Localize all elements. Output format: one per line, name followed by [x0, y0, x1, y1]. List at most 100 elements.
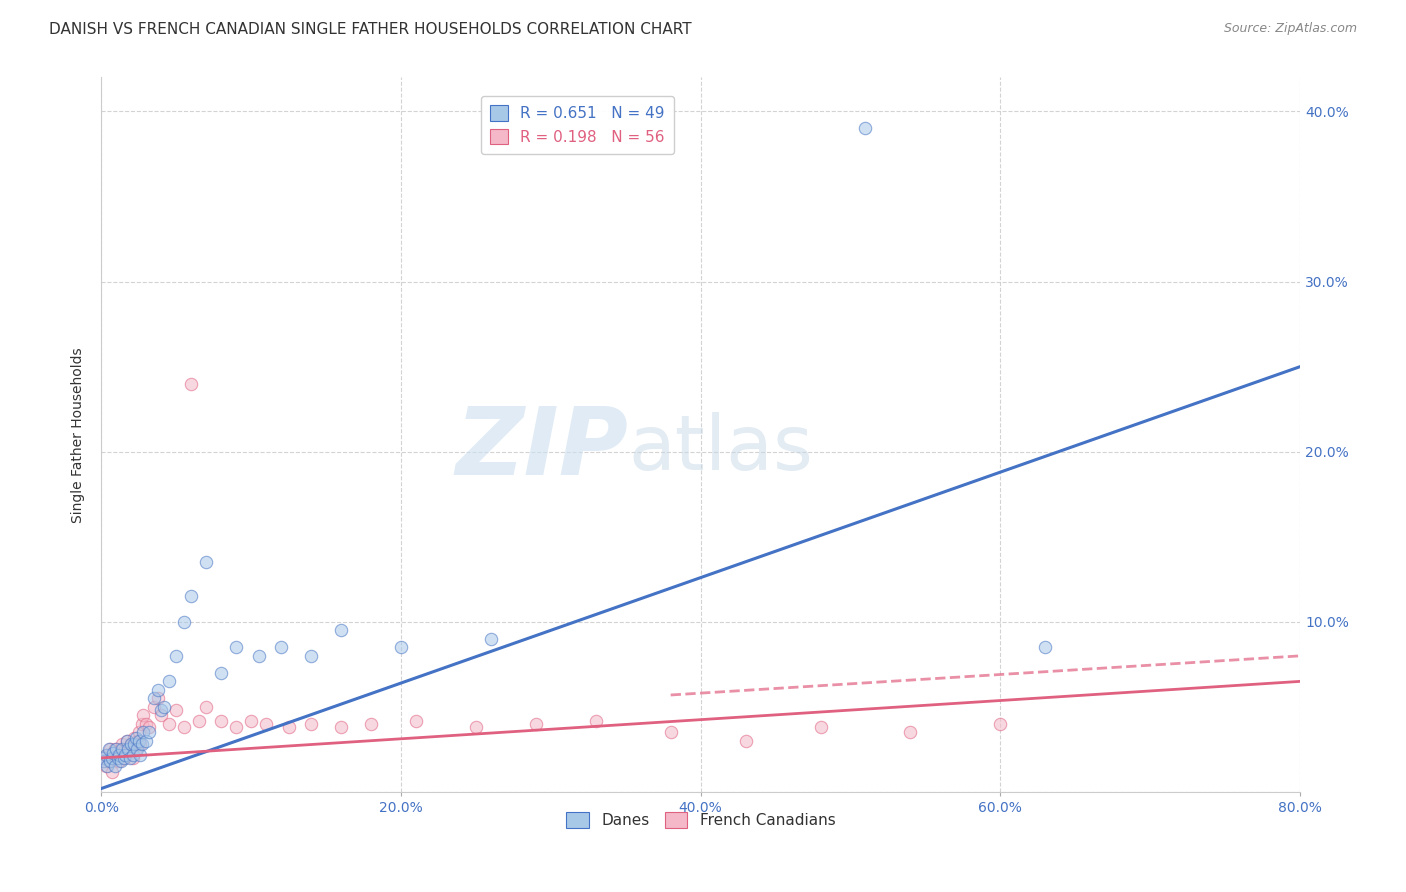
Point: [195, 699, 218, 714]
Point: [146, 682, 169, 697]
Point: [114, 742, 136, 756]
Point: [100, 764, 122, 779]
Point: [112, 751, 135, 765]
Point: [165, 648, 187, 663]
Point: [128, 725, 150, 739]
Point: [131, 737, 153, 751]
Point: [855, 121, 877, 136]
Point: [122, 731, 145, 745]
Point: [173, 720, 195, 734]
Point: [153, 699, 176, 714]
Legend: Danes, French Canadians: Danes, French Canadians: [560, 806, 842, 834]
Point: [112, 751, 135, 765]
Point: [98, 755, 121, 769]
Point: [900, 725, 922, 739]
Point: [180, 590, 202, 604]
Point: [240, 714, 263, 728]
Point: [103, 751, 125, 765]
Point: [734, 734, 756, 748]
Point: [104, 759, 127, 773]
Point: [659, 725, 682, 739]
Point: [91, 751, 114, 765]
Point: [132, 725, 155, 739]
Point: [405, 714, 427, 728]
Point: [142, 691, 165, 706]
Point: [524, 717, 547, 731]
Point: [142, 699, 165, 714]
Point: [115, 734, 138, 748]
Point: [94, 747, 117, 762]
Point: [135, 734, 157, 748]
Point: [110, 755, 132, 769]
Point: [97, 742, 120, 756]
Point: [111, 737, 134, 751]
Point: [225, 640, 247, 655]
Point: [125, 742, 148, 756]
Point: [209, 714, 232, 728]
Point: [120, 737, 142, 751]
Point: [180, 376, 202, 391]
Point: [120, 737, 142, 751]
Point: [157, 674, 180, 689]
Point: [209, 665, 232, 680]
Point: [270, 640, 292, 655]
Point: [277, 720, 299, 734]
Point: [117, 742, 139, 756]
Point: [121, 751, 143, 765]
Point: [115, 734, 138, 748]
Text: Source: ZipAtlas.com: Source: ZipAtlas.com: [1223, 22, 1357, 36]
Point: [94, 759, 117, 773]
Point: [173, 615, 195, 629]
Point: [96, 747, 118, 762]
Point: [118, 742, 141, 756]
Point: [104, 742, 127, 756]
Point: [150, 708, 173, 723]
Point: [122, 737, 145, 751]
Text: DANISH VS FRENCH CANADIAN SINGLE FATHER HOUSEHOLDS CORRELATION CHART: DANISH VS FRENCH CANADIAN SINGLE FATHER …: [49, 22, 692, 37]
Point: [360, 717, 382, 731]
Point: [330, 720, 353, 734]
Point: [132, 708, 155, 723]
Point: [129, 737, 152, 751]
Point: [100, 751, 122, 765]
Point: [247, 648, 270, 663]
Point: [330, 624, 353, 638]
Point: [299, 648, 322, 663]
Point: [93, 751, 115, 765]
Point: [105, 751, 128, 765]
Point: [117, 747, 139, 762]
Point: [97, 755, 120, 769]
Point: [125, 731, 148, 745]
Point: [1033, 640, 1056, 655]
Point: [91, 755, 114, 769]
Point: [299, 717, 322, 731]
Point: [254, 717, 277, 731]
Point: [135, 717, 157, 731]
Point: [157, 717, 180, 731]
Y-axis label: Single Father Households: Single Father Households: [72, 347, 86, 523]
Point: [131, 717, 153, 731]
Point: [108, 755, 131, 769]
Point: [195, 555, 218, 569]
Point: [93, 755, 115, 769]
Point: [146, 691, 169, 706]
Point: [110, 742, 132, 756]
Point: [114, 747, 136, 762]
Point: [225, 720, 247, 734]
Point: [585, 714, 607, 728]
Point: [111, 742, 134, 756]
Point: [810, 720, 832, 734]
Point: [150, 703, 173, 717]
Point: [127, 742, 149, 756]
Point: [128, 734, 150, 748]
Point: [479, 632, 502, 646]
Point: [98, 742, 121, 756]
Point: [103, 746, 125, 760]
Text: atlas: atlas: [628, 412, 814, 486]
Point: [129, 747, 152, 762]
Point: [464, 720, 486, 734]
Point: [105, 742, 128, 756]
Point: [118, 751, 141, 765]
Point: [127, 734, 149, 748]
Point: [187, 714, 209, 728]
